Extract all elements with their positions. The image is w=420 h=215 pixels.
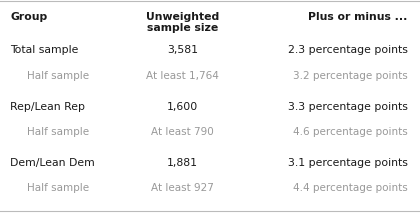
- Text: Half sample: Half sample: [27, 183, 89, 193]
- Text: 1,600: 1,600: [167, 102, 198, 112]
- Text: Group: Group: [10, 12, 48, 22]
- Text: 2.3 percentage points: 2.3 percentage points: [288, 45, 407, 55]
- Text: Total sample: Total sample: [10, 45, 79, 55]
- Text: Half sample: Half sample: [27, 71, 89, 81]
- Text: 3.1 percentage points: 3.1 percentage points: [288, 158, 407, 168]
- Text: 3.2 percentage points: 3.2 percentage points: [293, 71, 407, 81]
- Text: Dem/Lean Dem: Dem/Lean Dem: [10, 158, 95, 168]
- Text: At least 1,764: At least 1,764: [146, 71, 219, 81]
- Text: 4.6 percentage points: 4.6 percentage points: [293, 127, 407, 137]
- Text: Unweighted
sample size: Unweighted sample size: [146, 12, 219, 33]
- Text: Half sample: Half sample: [27, 127, 89, 137]
- Text: At least 927: At least 927: [151, 183, 214, 193]
- Text: Rep/Lean Rep: Rep/Lean Rep: [10, 102, 86, 112]
- Text: 3.3 percentage points: 3.3 percentage points: [288, 102, 407, 112]
- Text: At least 790: At least 790: [151, 127, 214, 137]
- Text: 3,581: 3,581: [167, 45, 198, 55]
- Text: Plus or minus ...: Plus or minus ...: [308, 12, 407, 22]
- Text: 1,881: 1,881: [167, 158, 198, 168]
- Text: 4.4 percentage points: 4.4 percentage points: [293, 183, 407, 193]
